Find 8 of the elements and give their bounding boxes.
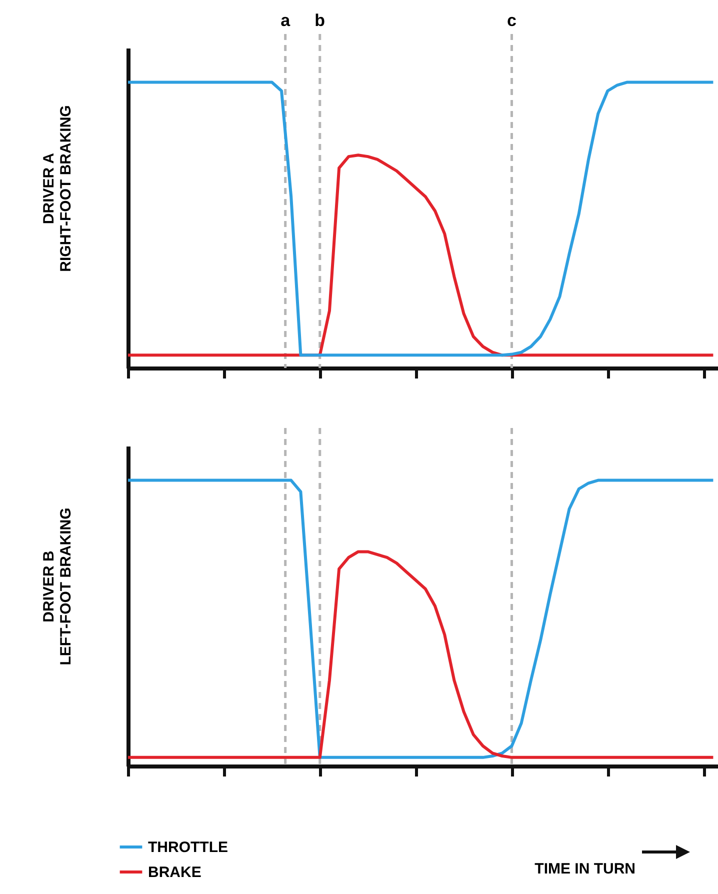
y-axis-title: DRIVER A RIGHT-FOOT BRAKING	[40, 105, 74, 272]
x-axis-title: TIME IN TURN	[534, 860, 636, 878]
text: a	[280, 11, 291, 30]
legend-label: BRAKE	[148, 864, 202, 881]
y-axis-title: DRIVER B LEFT-FOOT BRAKING	[40, 508, 74, 666]
legend-label: THROTTLE	[148, 839, 228, 856]
text: c	[507, 11, 516, 30]
text: b	[314, 11, 326, 30]
